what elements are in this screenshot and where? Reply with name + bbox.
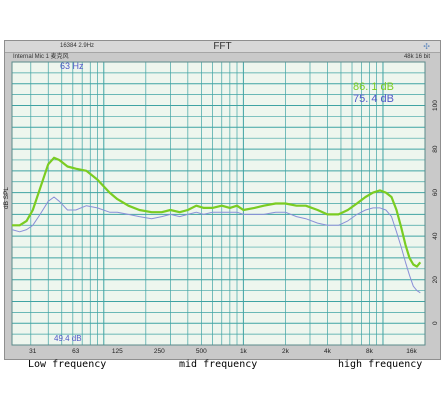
sample-format-label: 48k 16 bit xyxy=(403,54,430,60)
x-tick-label: 8k xyxy=(366,348,374,355)
x-tick-label: 4k xyxy=(324,348,332,355)
grid xyxy=(11,61,426,346)
axes: 31 63 125 250 500 1k 2k 4k 8k 16k 0 20 40 60 80 100 xyxy=(29,100,439,355)
x-tick-label: 250 xyxy=(154,348,165,355)
y-tick-label: 80 xyxy=(432,145,439,153)
y-tick-label: 20 xyxy=(432,276,439,284)
low-frequency-label: Low frequency xyxy=(28,359,107,370)
y-tick-label: 0 xyxy=(432,321,439,325)
x-tick-label: 125 xyxy=(112,348,123,355)
series-line-2 xyxy=(11,196,421,294)
pin-icon[interactable]: ✣ xyxy=(423,42,430,51)
primary-level-readout: 86. 1 dB xyxy=(353,81,394,93)
window-titlebar[interactable]: 16384 2.9Hz FFT ✣ xyxy=(5,41,440,53)
x-tick-label: 500 xyxy=(196,348,207,355)
y-axis-label: dB SPL xyxy=(3,187,10,209)
y-tick-label: 40 xyxy=(432,232,439,240)
high-frequency-label: high frequency xyxy=(338,359,423,370)
cursor-level-readout: 49.4 dB xyxy=(54,334,82,343)
x-tick-label: 1k xyxy=(240,348,248,355)
window-title: FFT xyxy=(213,41,232,52)
input-device-label: Internal Mic 1 麦克风 xyxy=(13,54,69,60)
series-line-1 xyxy=(12,156,422,268)
x-tick-label: 31 xyxy=(29,348,37,355)
y-tick-label: 100 xyxy=(432,100,439,111)
device-row: Internal Mic 1 麦克风 48k 16 bit xyxy=(5,53,440,61)
series-layer xyxy=(11,156,422,294)
y-tick-label: 60 xyxy=(432,189,439,197)
cursor-frequency-readout: 63 Hz xyxy=(60,61,84,71)
x-tick-label: 63 xyxy=(72,348,80,355)
plot-border xyxy=(11,61,426,346)
secondary-level-readout: 75. 4 dB xyxy=(353,93,394,105)
mid-frequency-label: mid frequency xyxy=(179,359,258,370)
x-tick-label: 16k xyxy=(406,348,417,355)
x-tick-label: 2k xyxy=(282,348,290,355)
fft-size-info: 16384 2.9Hz xyxy=(60,43,95,49)
